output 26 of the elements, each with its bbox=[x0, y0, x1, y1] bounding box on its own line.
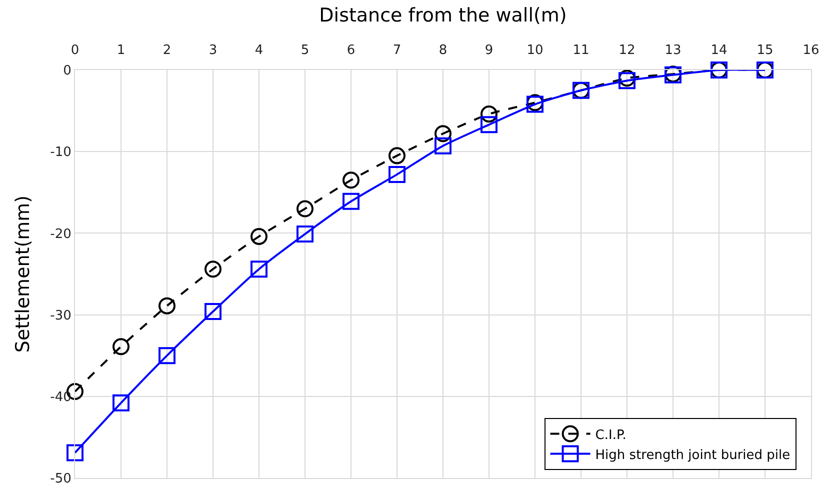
legend-label: C.I.P. bbox=[595, 428, 626, 443]
x-tick-label: 7 bbox=[392, 42, 402, 58]
x-tick-label: 12 bbox=[618, 42, 636, 58]
y-tick-label: -50 bbox=[50, 472, 72, 487]
x-tick-label: 13 bbox=[664, 42, 682, 58]
y-axis-title: Settlement(mm) bbox=[12, 195, 34, 353]
x-tick-label: 4 bbox=[254, 42, 264, 58]
y-tick-label: 0 bbox=[63, 64, 72, 79]
x-tick-label: 3 bbox=[208, 42, 218, 58]
x-tick-label: 14 bbox=[710, 42, 728, 58]
x-tick-label: 6 bbox=[346, 42, 356, 58]
x-tick-label: 5 bbox=[300, 42, 310, 58]
x-tick-label: 1 bbox=[116, 42, 126, 58]
y-tick-label: -20 bbox=[50, 226, 72, 242]
x-tick-label: 16 bbox=[802, 42, 820, 58]
x-tick-label: 9 bbox=[484, 42, 494, 58]
y-tick-label: -40 bbox=[50, 390, 72, 405]
x-tick-label: 11 bbox=[572, 42, 590, 58]
legend-label: High strength joint buried pile bbox=[595, 448, 790, 463]
x-tick-label: 10 bbox=[526, 42, 544, 58]
x-axis-title: Distance from the wall(m) bbox=[319, 4, 567, 27]
y-tick-label: -30 bbox=[50, 308, 72, 324]
x-tick-label: 2 bbox=[162, 42, 172, 58]
x-tick-label: 15 bbox=[756, 42, 774, 58]
y-tick-label: -10 bbox=[50, 145, 72, 160]
x-tick-label: 8 bbox=[438, 42, 448, 58]
